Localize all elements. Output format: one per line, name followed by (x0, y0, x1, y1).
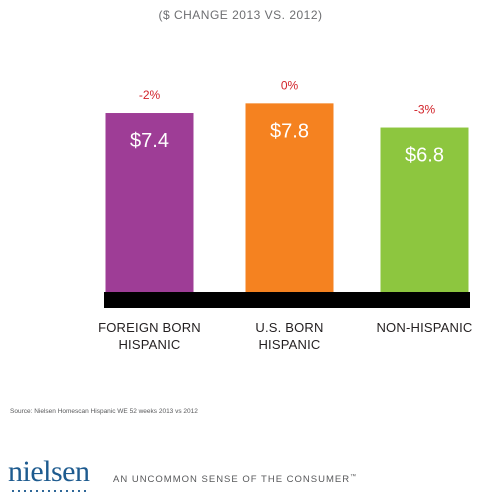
category-label-line: HISPANIC (258, 337, 321, 352)
category-label-line: FOREIGN BORN (98, 320, 201, 335)
category-label-line: HISPANIC (118, 337, 181, 352)
tagline: AN UNCOMMON SENSE OF THE CONSUMER™ (113, 474, 357, 485)
category-label-line: U.S. BORN (255, 320, 324, 335)
value-label: $7.4 (130, 130, 169, 152)
bar (245, 103, 334, 292)
logo-dots (10, 489, 90, 493)
chart-subtitle: ($ CHANGE 2013 VS. 2012) (158, 8, 323, 22)
category-label: FOREIGN BORN HISPANIC (80, 319, 220, 353)
change-label: -2% (139, 88, 161, 102)
bar-chart: $7.4 -2% $7.8 0% $6.8 -3% (104, 78, 470, 308)
baseline-bar (104, 292, 470, 308)
value-label: $7.8 (270, 120, 309, 142)
bar (380, 127, 469, 292)
bar (105, 113, 194, 292)
category-label: NON-HISPANIC (355, 319, 481, 336)
trademark-mark: ™ (350, 474, 358, 480)
change-label: -3% (414, 103, 436, 117)
category-label: U.S. BORN HISPANIC (220, 319, 360, 353)
tagline-text: AN UNCOMMON SENSE OF THE CONSUMER (113, 474, 351, 486)
source-note: Source: Nielsen Homescan Hispanic WE 52 … (10, 408, 198, 415)
nielsen-logo: nielsen (8, 455, 90, 488)
category-label-line: NON-HISPANIC (376, 320, 473, 335)
change-label: 0% (281, 78, 299, 92)
value-label: $6.8 (405, 145, 444, 167)
